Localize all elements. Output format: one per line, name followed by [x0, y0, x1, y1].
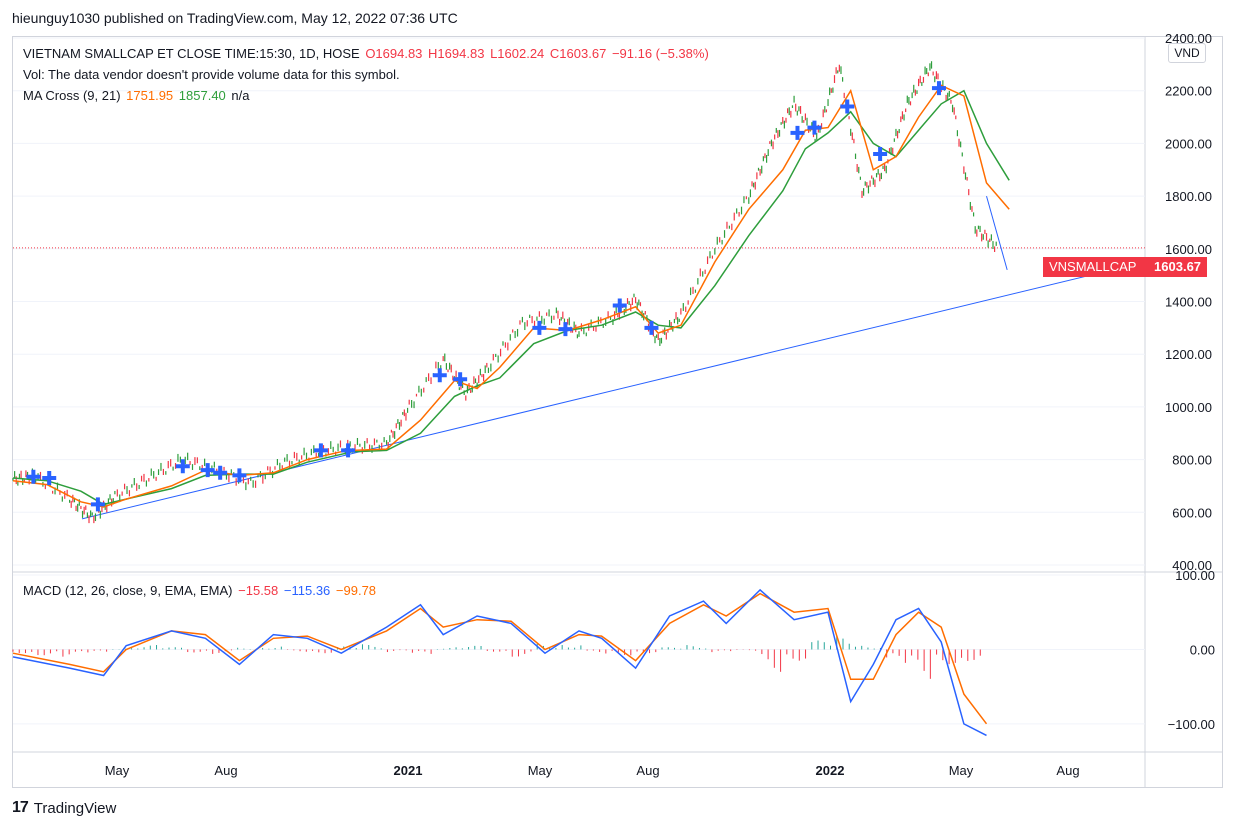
legend-close: C1603.67	[549, 46, 607, 61]
price-tick-label: 1400.00	[1165, 295, 1212, 310]
footer-brand: TradingView	[33, 799, 117, 817]
time-tick-label: Aug	[214, 763, 237, 778]
fast-ma-line	[12, 84, 1010, 508]
time-tick-label: May	[528, 763, 553, 778]
currency-button[interactable]: VND	[1168, 43, 1206, 63]
macd-value: −115.36	[283, 583, 331, 598]
ma-cross-marker	[90, 497, 105, 512]
price-tick-label: 2200.00	[1165, 84, 1212, 99]
volume-legend: Vol: The data vendor doesn't provide vol…	[23, 67, 400, 82]
ma-cross-marker	[790, 125, 805, 140]
resistance-trendline	[986, 195, 1008, 271]
price-tick-label: 600.00	[1172, 505, 1212, 520]
macd-hist-value: −15.58	[238, 583, 279, 598]
ma-cross-marker	[840, 99, 855, 114]
macd-signal-value: −99.78	[335, 583, 377, 598]
ma-cross-marker	[931, 81, 946, 96]
ma-legend: MA Cross (9, 21) 1751.95 1857.40 n/a	[23, 88, 251, 103]
time-tick-label: May	[949, 763, 974, 778]
ma-cross-marker	[558, 322, 573, 337]
ma-cross-marker	[200, 463, 215, 478]
price-tick-label: 1600.00	[1165, 242, 1212, 257]
time-tick-label: 2022	[816, 763, 845, 778]
slow-ma-line	[12, 89, 1010, 506]
tradingview-logo-icon: 17	[12, 799, 29, 816]
price-tick-label: 400.00	[1172, 558, 1212, 573]
ma-cross-marker	[873, 146, 888, 161]
ma-cross-marker	[175, 459, 190, 474]
time-tick-label: Aug	[1056, 763, 1079, 778]
ma-cross-marker	[313, 443, 328, 458]
ma-cross-marker	[232, 468, 247, 483]
ma-cross-marker	[341, 443, 356, 458]
macd-tick-label: −100.00	[1168, 717, 1215, 732]
price-tick-label: 2400.00	[1165, 31, 1212, 46]
macd-label: MACD (12, 26, close, 9, EMA, EMA)	[23, 583, 233, 598]
ma-cross-marker	[612, 298, 627, 313]
price-tick-label: 1800.00	[1165, 189, 1212, 204]
legend-open: O1694.83	[365, 46, 423, 61]
ma-cross-marker	[213, 465, 228, 480]
last-price-tag: VNSMALLCAP 1603.67	[1043, 257, 1208, 277]
ma-slow-value: 1857.40	[178, 88, 226, 103]
ma-na-value: n/a	[231, 88, 250, 103]
ma-label: MA Cross (9, 21)	[23, 88, 121, 103]
main-legend: VIETNAM SMALLCAP ET CLOSE TIME:15:30, 1D…	[23, 46, 711, 61]
ma-cross-marker	[644, 320, 659, 335]
macd-tick-label: 100.00	[1175, 568, 1215, 583]
ma-cross-marker	[532, 320, 547, 335]
price-tag-value: 1603.67	[1154, 259, 1202, 274]
price-tick-label: 800.00	[1172, 453, 1212, 468]
ma-cross-marker	[42, 471, 57, 486]
macd-tick-label: 0.00	[1190, 642, 1215, 657]
footer[interactable]: 17 TradingView	[12, 799, 116, 817]
publisher-line: hieunguy1030 published on TradingView.co…	[12, 10, 458, 26]
ma-cross-marker	[432, 368, 447, 383]
support-trendline	[81, 261, 1146, 520]
price-tick-label: 1200.00	[1165, 347, 1212, 362]
ma-cross-marker	[807, 120, 822, 135]
time-tick-label: Aug	[636, 763, 659, 778]
ma-cross-marker	[453, 372, 468, 387]
macd-line	[12, 588, 987, 737]
macd-legend: MACD (12, 26, close, 9, EMA, EMA) −15.58…	[23, 583, 378, 598]
time-tick-label: May	[105, 763, 130, 778]
price-tick-label: 2000.00	[1165, 136, 1212, 151]
price-tag-symbol: VNSMALLCAP	[1049, 259, 1137, 274]
chart-frame	[12, 36, 1223, 788]
ma-fast-value: 1751.95	[126, 88, 174, 103]
ma-cross-marker	[26, 469, 41, 484]
legend-high: H1694.83	[428, 46, 485, 61]
legend-title: VIETNAM SMALLCAP ET CLOSE TIME:15:30, 1D…	[23, 46, 360, 61]
legend-change: −91.16 (−5.38%)	[611, 46, 709, 61]
price-tick-label: 1000.00	[1165, 400, 1212, 415]
time-tick-label: 2021	[394, 763, 423, 778]
legend-low: L1602.24	[490, 46, 545, 61]
